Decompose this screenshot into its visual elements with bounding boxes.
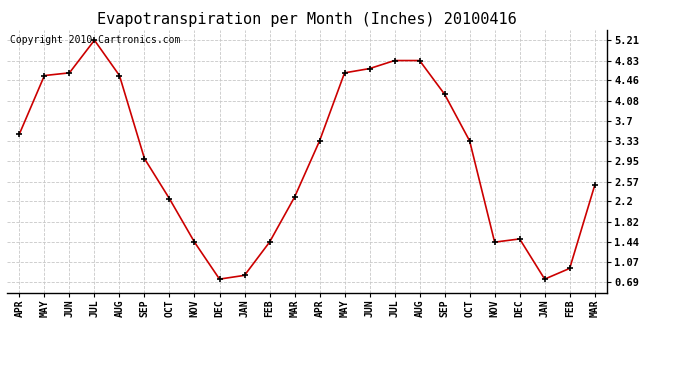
Title: Evapotranspiration per Month (Inches) 20100416: Evapotranspiration per Month (Inches) 20… [97,12,517,27]
Text: Copyright 2010 Cartronics.com: Copyright 2010 Cartronics.com [10,35,180,45]
